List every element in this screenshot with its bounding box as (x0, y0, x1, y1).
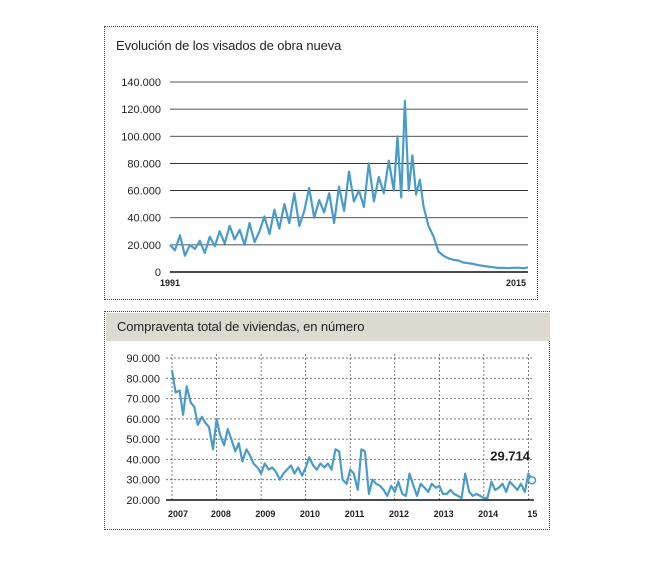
compraventa-chart-title: Compraventa total de viviendas, en númer… (117, 319, 365, 334)
x-tick-label: 2009 (255, 509, 275, 519)
x-tick-label: 2010 (300, 509, 320, 519)
y-tick-label: 60.000 (127, 186, 161, 198)
series-line (169, 99, 529, 270)
series-line (170, 370, 533, 500)
compraventa-title-bar (106, 313, 550, 341)
y-tick-label: 40.000 (127, 213, 161, 225)
y-tick-label: 50.000 (126, 434, 160, 446)
last-value-label: 29.714 (490, 448, 531, 463)
visados-chart-panel (104, 26, 538, 300)
y-tick-label: 80.000 (126, 373, 160, 385)
y-tick-label: 20.000 (126, 495, 160, 507)
x-tick-label: 2015 (506, 278, 526, 288)
x-tick-label: 2014 (478, 509, 498, 519)
x-tick-label: 2011 (345, 509, 365, 519)
x-tick-label: 2007 (168, 509, 188, 519)
x-tick-label: 1991 (160, 278, 180, 288)
y-tick-label: 100.000 (121, 131, 161, 143)
x-tick-label: 2013 (434, 509, 454, 519)
x-tick-label: 2012 (389, 509, 409, 519)
y-tick-label: 40.000 (126, 454, 160, 466)
last-value-marker (527, 476, 537, 485)
y-tick-label: 60.000 (126, 414, 160, 426)
y-tick-label: 80.000 (127, 158, 161, 170)
y-tick-label: 0 (155, 267, 161, 279)
x-tick-label: 15 (527, 509, 537, 519)
compraventa-chart-panel (104, 311, 550, 530)
y-tick-label: 70.000 (126, 394, 160, 406)
visados-chart-title: Evolución de los visados de obra nueva (116, 38, 342, 53)
y-tick-label: 90.000 (126, 353, 160, 365)
y-tick-label: 140.000 (121, 77, 161, 89)
x-tick-label: 2008 (211, 509, 231, 519)
y-tick-label: 120.000 (121, 104, 161, 116)
y-tick-label: 30.000 (126, 475, 160, 487)
y-tick-label: 20.000 (127, 240, 161, 252)
